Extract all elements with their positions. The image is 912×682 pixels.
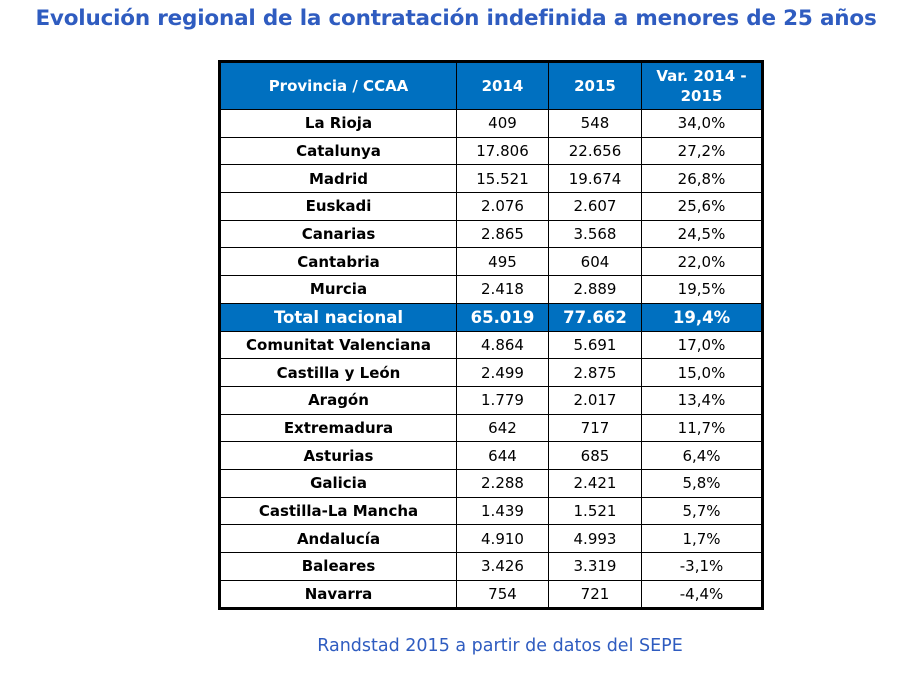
header-2015: 2015 (548, 61, 642, 110)
table-row: Castilla y León 2.499 2.875 15,0% (219, 358, 763, 387)
cell-2015: 717 (548, 413, 642, 443)
cell-2015: 2.875 (548, 358, 642, 387)
cell-region: Madrid (219, 164, 457, 194)
cell-2014: 15.521 (456, 164, 549, 194)
table-row: Comunitat Valenciana 4.864 5.691 17,0% (219, 330, 763, 360)
cell-2015: 604 (548, 247, 642, 277)
cell-region: Cantabria (219, 247, 457, 277)
cell-region: Baleares (219, 552, 457, 581)
cell-2014: 754 (456, 579, 549, 610)
table-row: Catalunya 17.806 22.656 27,2% (219, 136, 763, 166)
cell-2015: 685 (548, 441, 642, 470)
table-row: Andalucía 4.910 4.993 1,7% (219, 524, 763, 553)
cell-region: Extremadura (219, 413, 457, 443)
cell-2015: 77.662 (548, 302, 642, 332)
cell-2015: 3.319 (548, 552, 642, 581)
cell-2014: 2.865 (456, 219, 549, 249)
cell-2015: 4.993 (548, 524, 642, 553)
cell-region: Navarra (219, 579, 457, 610)
cell-2014: 2.418 (456, 275, 549, 304)
table-row: Madrid 15.521 19.674 26,8% (219, 164, 763, 194)
table-row: Galicia 2.288 2.421 5,8% (219, 468, 763, 498)
table-row: Castilla-La Mancha 1.439 1.521 5,7% (219, 496, 763, 526)
cell-2015: 721 (548, 579, 642, 610)
cell-region: Castilla y León (219, 358, 457, 387)
cell-variation: -3,1% (641, 552, 763, 581)
cell-region: Aragón (219, 385, 457, 415)
cell-2015: 2.017 (548, 385, 642, 415)
header-variation: Var. 2014 - 2015 (641, 61, 763, 110)
source-note: Randstad 2015 a partir de datos del SEPE (317, 636, 683, 656)
cell-variation: 19,5% (641, 275, 763, 304)
cell-variation: 13,4% (641, 385, 763, 415)
cell-variation: 6,4% (641, 441, 763, 470)
table-row: Asturias 644 685 6,4% (219, 441, 763, 470)
cell-variation: -4,4% (641, 579, 763, 610)
cell-2015: 19.674 (548, 164, 642, 194)
table-row: Baleares 3.426 3.319 -3,1% (219, 552, 763, 581)
cell-2014: 495 (456, 247, 549, 277)
cell-region: Castilla-La Mancha (219, 496, 457, 526)
data-table: Provincia / CCAA 2014 2015 Var. 2014 - 2… (218, 60, 764, 611)
cell-region: Canarias (219, 219, 457, 249)
cell-variation: 15,0% (641, 358, 763, 387)
cell-2015: 1.521 (548, 496, 642, 526)
table-row: Cantabria 495 604 22,0% (219, 247, 763, 277)
cell-2014: 4.910 (456, 524, 549, 553)
cell-2015: 5.691 (548, 330, 642, 360)
cell-variation: 1,7% (641, 524, 763, 553)
cell-region: Andalucía (219, 524, 457, 553)
cell-region: La Rioja (219, 109, 457, 138)
cell-variation: 22,0% (641, 247, 763, 277)
cell-2015: 22.656 (548, 136, 642, 166)
table-row: Navarra 754 721 -4,4% (219, 579, 763, 610)
cell-2015: 548 (548, 109, 642, 138)
cell-2014: 2.076 (456, 192, 549, 221)
cell-variation: 25,6% (641, 192, 763, 221)
header-2014: 2014 (456, 61, 549, 110)
cell-2014: 644 (456, 441, 549, 470)
cell-variation: 17,0% (641, 330, 763, 360)
table-header-row: Provincia / CCAA 2014 2015 Var. 2014 - 2… (219, 61, 763, 110)
cell-variation: 27,2% (641, 136, 763, 166)
table-row: La Rioja 409 548 34,0% (219, 109, 763, 138)
cell-2014: 17.806 (456, 136, 549, 166)
cell-region: Total nacional (219, 302, 457, 332)
cell-2014: 3.426 (456, 552, 549, 581)
cell-region: Murcia (219, 275, 457, 304)
table-row: Euskadi 2.076 2.607 25,6% (219, 192, 763, 221)
cell-variation: 11,7% (641, 413, 763, 443)
cell-region: Comunitat Valenciana (219, 330, 457, 360)
table-row: Murcia 2.418 2.889 19,5% (219, 275, 763, 304)
cell-2014: 4.864 (456, 330, 549, 360)
cell-2014: 1.439 (456, 496, 549, 526)
cell-variation: 5,8% (641, 468, 763, 498)
table-row: Extremadura 642 717 11,7% (219, 413, 763, 443)
cell-region: Euskadi (219, 192, 457, 221)
cell-variation: 24,5% (641, 219, 763, 249)
cell-variation: 26,8% (641, 164, 763, 194)
cell-2014: 1.779 (456, 385, 549, 415)
table-row: Aragón 1.779 2.017 13,4% (219, 385, 763, 415)
cell-2015: 2.607 (548, 192, 642, 221)
table-row: Canarias 2.865 3.568 24,5% (219, 219, 763, 249)
cell-region: Galicia (219, 468, 457, 498)
cell-2014: 2.499 (456, 358, 549, 387)
cell-2015: 3.568 (548, 219, 642, 249)
cell-2014: 409 (456, 109, 549, 138)
page-title: Evolución regional de la contratación in… (35, 6, 877, 31)
cell-2014: 65.019 (456, 302, 549, 332)
cell-region: Catalunya (219, 136, 457, 166)
cell-2015: 2.421 (548, 468, 642, 498)
cell-variation: 19,4% (641, 302, 763, 332)
header-province: Provincia / CCAA (219, 61, 457, 110)
cell-2015: 2.889 (548, 275, 642, 304)
cell-region: Asturias (219, 441, 457, 470)
cell-2014: 2.288 (456, 468, 549, 498)
cell-2014: 642 (456, 413, 549, 443)
cell-variation: 5,7% (641, 496, 763, 526)
cell-variation: 34,0% (641, 109, 763, 138)
total-row: Total nacional 65.019 77.662 19,4% (219, 302, 763, 332)
